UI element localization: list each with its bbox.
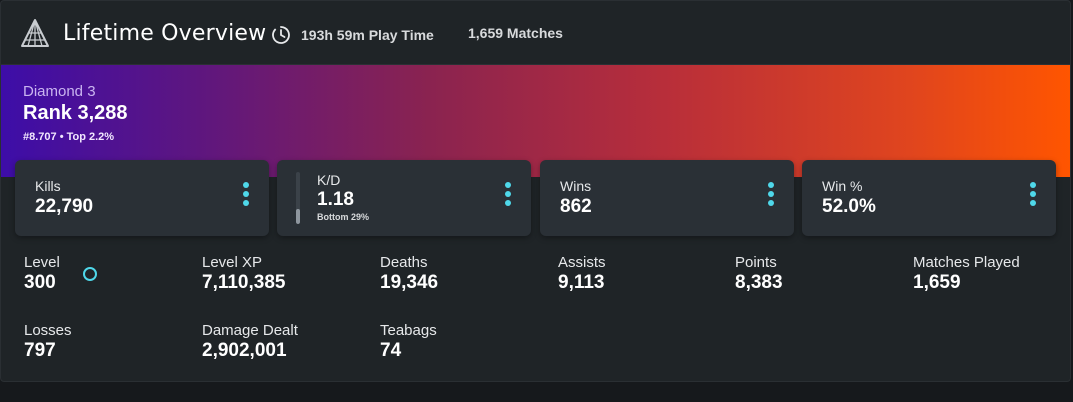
page-title: Lifetime Overview <box>63 21 267 46</box>
stat-teabags: Teabags 74 <box>380 322 437 362</box>
stat-label: Level <box>24 254 60 271</box>
stat-box-label: K/D <box>317 172 341 188</box>
stat-losses: Losses 797 <box>24 322 72 362</box>
stat-value: 300 <box>24 272 56 293</box>
stat-box-value: 22,790 <box>35 196 94 217</box>
wins-menu-button[interactable] <box>766 182 776 212</box>
stat-points: Points 8,383 <box>735 254 783 294</box>
stat-label: Damage Dealt <box>202 322 298 339</box>
stat-level: Level 300 <box>24 254 60 294</box>
stat-box-label: Kills <box>35 178 61 194</box>
stat-value: 1,659 <box>913 272 961 293</box>
stat-box-kills: Kills 22,790 <box>15 160 269 236</box>
stat-label: Matches Played <box>913 254 1020 271</box>
stat-value: 19,346 <box>380 272 439 293</box>
matches-count: 1,659 Matches <box>468 25 563 41</box>
stat-value: 8,383 <box>735 272 783 293</box>
stat-value: 74 <box>380 340 402 361</box>
stat-box-label: Wins <box>560 178 592 194</box>
win-percent-menu-button[interactable] <box>1028 182 1038 212</box>
play-time: 193h 59m Play Time <box>271 25 434 45</box>
rank-subtext: #8.707 • Top 2.2% <box>23 131 115 143</box>
level-progress-ring-icon <box>83 267 97 281</box>
stat-box-kd: K/D 1.18 Bottom 29% <box>277 160 531 236</box>
stat-value: 797 <box>24 340 56 361</box>
pyramid-logo-icon <box>21 19 49 47</box>
kd-percentile-note: Bottom 29% <box>317 212 370 222</box>
stat-value: 7,110,385 <box>202 272 286 293</box>
stat-value: 9,113 <box>558 272 605 293</box>
stat-label: Losses <box>24 322 72 339</box>
clock-icon <box>272 26 290 44</box>
kd-menu-button[interactable] <box>503 182 513 212</box>
kd-percentile-fill <box>296 208 300 224</box>
stat-box-value: 52.0% <box>822 196 876 217</box>
kd-percentile-bar <box>296 172 300 224</box>
stat-label: Points <box>735 254 777 271</box>
rank-banner: Diamond 3 Rank 3,288 #8.707 • Top 2.2% <box>1 65 1070 177</box>
stat-damage-dealt: Damage Dealt 2,902,001 <box>202 322 298 362</box>
overview-header: Lifetime Overview 193h 59m Play Time 1,6… <box>1 1 1070 65</box>
stat-assists: Assists 9,113 <box>558 254 606 294</box>
matches-text: 1,659 Matches <box>468 25 563 41</box>
play-time-text: 193h 59m Play Time <box>301 27 434 43</box>
kills-menu-button[interactable] <box>241 182 251 212</box>
stat-box-wins: Wins 862 <box>540 160 794 236</box>
stat-label: Level XP <box>202 254 263 271</box>
rank-tier: Diamond 3 <box>23 83 96 100</box>
stat-label: Assists <box>558 254 606 271</box>
stat-deaths: Deaths 19,346 <box>380 254 438 294</box>
stat-box-value: 862 <box>560 196 592 217</box>
stat-box-value: 1.18 <box>317 189 354 210</box>
stat-box-win-percent: Win % 52.0% <box>802 160 1056 236</box>
stat-level-xp: Level XP 7,110,385 <box>202 254 285 294</box>
stat-box-label: Win % <box>822 178 863 194</box>
stat-label: Teabags <box>380 322 437 339</box>
lifetime-overview-card: Lifetime Overview 193h 59m Play Time 1,6… <box>0 0 1071 382</box>
stat-label: Deaths <box>380 254 428 271</box>
stat-matches-played: Matches Played 1,659 <box>913 254 1020 294</box>
rank-value: Rank 3,288 <box>23 102 128 124</box>
stat-value: 2,902,001 <box>202 340 287 361</box>
